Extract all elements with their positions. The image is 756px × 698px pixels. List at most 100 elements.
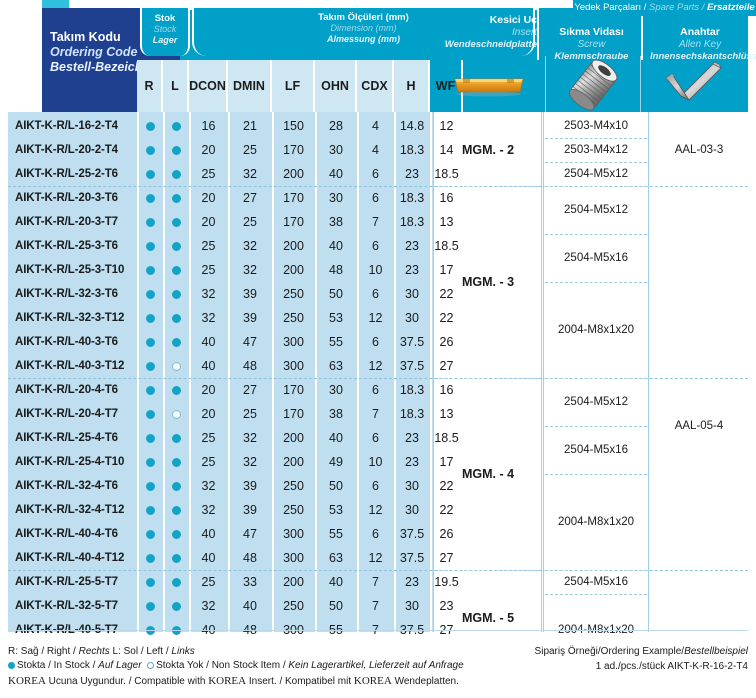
in-stock-dot-icon: [171, 193, 181, 203]
column-header-cdx: CDX: [357, 60, 394, 112]
table-row[interactable]: AIKT-K-R/L-32-4-T6 32 39 250 50 6 30 22: [8, 474, 453, 498]
table-row[interactable]: AIKT-K-R/L-32-3-T6 32 39 250 50 6 30 22: [8, 282, 453, 306]
cell-stock-r: [137, 210, 163, 234]
cell-dmin: 27: [243, 383, 257, 397]
cell-wf: 26: [439, 527, 454, 541]
cell-dmin: 39: [243, 479, 257, 493]
table-row[interactable]: AIKT-K-R/L-25-3-T6 25 32 200 40 6 23 18.5: [8, 234, 459, 258]
stock-title-de: Lager: [152, 34, 178, 45]
cell-ohn: 38: [329, 407, 343, 421]
stock-group-header: Stok Stock Lager: [140, 8, 190, 56]
table-row[interactable]: AIKT-K-R/L-25-3-T10 25 32 200 48 10 23 17: [8, 258, 453, 282]
cell-ordering-code: AIKT-K-R/L-20-3-T6: [15, 192, 118, 204]
cell-cdx: 7: [372, 575, 379, 589]
footer-compat-note: KOREA Ucuna Uygundur. / Compatible with …: [8, 675, 459, 687]
table-row[interactable]: AIKT-K-R/L-20-2-T4 20 25 170 30 4 18.3 14: [8, 138, 453, 162]
cell-cdx: 6: [372, 527, 379, 541]
table-row[interactable]: AIKT-K-R/L-25-2-T6 25 32 200 40 6 23 18.5: [8, 162, 459, 186]
table-row[interactable]: AIKT-K-R/L-25-5-T7 25 33 200 40 7 23 19.5: [8, 570, 459, 594]
cell-wf: 23: [439, 599, 454, 613]
cell-stock-r: [137, 114, 163, 138]
table-row[interactable]: AIKT-K-R/L-25-4-T10 25 32 200 49 10 23 17: [8, 450, 453, 474]
table-row[interactable]: AIKT-K-R/L-32-3-T12 32 39 250 53 12 30 22: [8, 306, 453, 330]
column-header-h: H: [394, 60, 430, 112]
table-row[interactable]: AIKT-K-R/L-20-3-T7 20 25 170 38 7 18.3 13: [8, 210, 453, 234]
cell-ordering-code: AIKT-K-R/L-25-3-T6: [15, 240, 118, 252]
cell-stock-l: [163, 114, 189, 138]
cell-dcon: 25: [201, 455, 216, 469]
cell-cdx: 6: [372, 191, 379, 205]
table-row[interactable]: AIKT-K-R/L-40-4-T6 40 47 300 55 6 37.5 26: [8, 522, 453, 546]
in-stock-dot-icon: [171, 121, 181, 131]
key-title-en: Allen Key: [678, 38, 722, 50]
legend-stock-text: Stokta / In Stock /: [17, 660, 99, 671]
group-separator-0: [8, 186, 748, 187]
cell-stock-r: [137, 306, 163, 330]
in-stock-dot-icon: [145, 361, 155, 371]
cell-dcon: 20: [201, 215, 216, 229]
table-row[interactable]: AIKT-K-R/L-32-4-T12 32 39 250 53 12 30 22: [8, 498, 453, 522]
legend-stock-de: Auf Lager: [98, 660, 142, 671]
in-stock-dot-icon: [171, 553, 181, 563]
screw-group-cell-7: 2504-M5x16: [564, 444, 628, 456]
in-stock-dot-icon: [145, 457, 155, 467]
column-header-lf: LF: [272, 60, 315, 112]
screw-title-tr: Sıkma Vidası: [559, 26, 624, 38]
allen-key-column-header: Anahtar Allen Key Innensechskantschlüsse…: [650, 26, 756, 62]
cell-ordering-code: AIKT-K-R/L-40-4-T6: [15, 528, 118, 540]
cell-wf: 18.5: [434, 239, 459, 253]
screw-group-cell-4: 2504-M5x16: [564, 252, 628, 264]
cell-cdx: 12: [368, 311, 383, 325]
cell-h: 18.3: [399, 407, 425, 421]
screw-column-header: Sıkma Vidası Screw Klemmschraube: [545, 26, 638, 62]
cell-stock-r: [137, 138, 163, 162]
screw-group-cell-separator-1: [545, 138, 647, 139]
cell-dcon: 16: [201, 119, 216, 133]
cell-lf: 170: [283, 383, 304, 397]
table-row[interactable]: AIKT-K-R/L-32-5-T7 32 40 250 50 7 30 23: [8, 594, 453, 618]
insert-title-tr: Kesici Uç: [489, 14, 537, 26]
column-header-ohn: OHN: [315, 60, 357, 112]
in-stock-dot-icon: [171, 601, 181, 611]
ordering-example-title: Sipariş Örneği/Ordering Example/Bestellb…: [535, 646, 748, 657]
cell-lf: 170: [283, 143, 304, 157]
table-row[interactable]: AIKT-K-R/L-25-4-T6 25 32 200 40 6 23 18.5: [8, 426, 459, 450]
cell-ohn: 53: [329, 311, 343, 325]
cell-cdx: 6: [372, 383, 379, 397]
cell-cdx: 12: [368, 359, 383, 373]
insert-title-de: Wendeschneidplatte: [444, 38, 537, 50]
table-row[interactable]: AIKT-K-R/L-16-2-T4 16 21 150 28 4 14.8 12: [8, 114, 453, 138]
cell-wf: 22: [439, 287, 454, 301]
cell-cdx: 4: [372, 143, 379, 157]
cell-wf: 18.5: [434, 431, 459, 445]
cell-ohn: 63: [329, 551, 343, 565]
screw-group-cell-separator-10: [545, 594, 647, 595]
non-stock-dot-icon: [171, 361, 181, 371]
screw-title-de: Klemmschraube: [554, 50, 629, 62]
cell-stock-l: [163, 354, 189, 378]
cell-dcon: 40: [201, 551, 216, 565]
cell-ohn: 55: [329, 527, 343, 541]
insert-group-cell-2: MGM. - 4: [461, 467, 515, 481]
insert-group-cell-separator-1: [435, 186, 541, 187]
table-row[interactable]: AIKT-K-R/L-20-4-T6 20 27 170 30 6 18.3 16: [8, 378, 453, 402]
cell-wf: 16: [439, 383, 454, 397]
cell-h: 18.3: [399, 191, 425, 205]
cell-ordering-code: AIKT-K-R/L-25-4-T10: [15, 456, 125, 468]
allen-key-icon: [665, 61, 722, 102]
spare-parts-band: Yedek Parçaları / Spare Parts / Ersatzte…: [573, 0, 756, 16]
table-row[interactable]: AIKT-K-R/L-40-4-T12 40 48 300 63 12 37.5 27: [8, 546, 453, 570]
cell-dcon: 32: [201, 599, 216, 613]
table-row[interactable]: AIKT-K-R/L-40-3-T6 40 47 300 55 6 37.5 26: [8, 330, 453, 354]
insert-tip-icon: [454, 78, 524, 97]
cell-dcon: 40: [201, 335, 216, 349]
table-row[interactable]: AIKT-K-R/L-20-3-T6 20 27 170 30 6 18.3 16: [8, 186, 453, 210]
cell-stock-l: [163, 306, 189, 330]
cell-ordering-code: AIKT-K-R/L-25-5-T7: [15, 576, 118, 588]
cell-lf: 250: [283, 287, 304, 301]
cell-cdx: 6: [372, 239, 379, 253]
cell-stock-l: [163, 498, 189, 522]
table-row[interactable]: AIKT-K-R/L-40-3-T12 40 48 300 63 12 37.5 27: [8, 354, 453, 378]
table-row[interactable]: AIKT-K-R/L-20-4-T7 20 25 170 38 7 18.3 13: [8, 402, 453, 426]
cell-lf: 200: [283, 263, 304, 277]
